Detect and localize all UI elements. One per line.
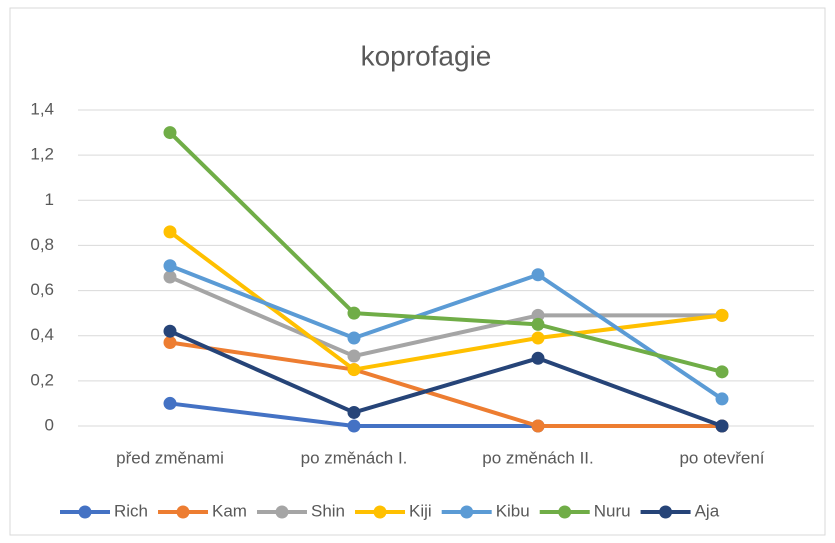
series-line [169, 340, 722, 428]
x-tick-label: po změnách I. [301, 448, 408, 467]
marker [163, 335, 177, 349]
y-tick-label: 0 [45, 415, 54, 434]
y-tick-label: 1,4 [30, 99, 54, 118]
y-tick-label: 0,8 [30, 235, 54, 254]
marker [531, 331, 545, 345]
x-tick-label: před změnami [116, 448, 224, 467]
legend-label: Shin [311, 501, 345, 520]
legend-label: Kiji [409, 501, 432, 520]
marker [163, 225, 177, 239]
chart-title: koprofagie [361, 40, 492, 71]
legend-marker [460, 505, 474, 519]
y-tick-label: 1 [45, 190, 54, 209]
marker [531, 419, 545, 433]
marker [163, 396, 177, 410]
series-line [168, 131, 723, 374]
legend-marker [176, 505, 190, 519]
marker [163, 270, 177, 284]
marker [715, 392, 729, 406]
marker [163, 259, 177, 273]
legend-marker [275, 505, 289, 519]
marker [347, 306, 361, 320]
y-tick-label: 0,2 [30, 370, 54, 389]
marker [347, 331, 361, 345]
marker [715, 419, 729, 433]
series-line [169, 329, 723, 428]
series-line [169, 275, 722, 359]
x-tick-label: po otevření [679, 448, 764, 467]
legend-label: Kam [212, 501, 247, 520]
marker [347, 349, 361, 363]
marker [163, 324, 177, 338]
marker [347, 363, 361, 377]
marker [531, 317, 545, 331]
marker [531, 268, 545, 282]
marker [163, 126, 177, 140]
legend-marker [558, 505, 572, 519]
chart-border [9, 7, 826, 536]
marker [347, 419, 361, 433]
x-tick-label: po změnách II. [482, 448, 594, 467]
series-line [169, 263, 724, 401]
y-tick-label: 1,2 [30, 145, 54, 164]
legend-marker [78, 505, 92, 519]
legend-marker [373, 505, 387, 519]
legend-marker [659, 505, 673, 519]
legend-label: Kibu [496, 501, 530, 520]
legend-label: Rich [114, 501, 148, 520]
y-tick-label: 0,6 [30, 280, 54, 299]
marker [715, 308, 729, 322]
legend-label: Nuru [594, 501, 631, 520]
marker [715, 365, 729, 379]
marker [347, 405, 361, 419]
marker [531, 308, 545, 322]
marker [531, 351, 545, 365]
y-tick-label: 0,4 [30, 325, 54, 344]
legend-label: Aja [695, 501, 720, 520]
